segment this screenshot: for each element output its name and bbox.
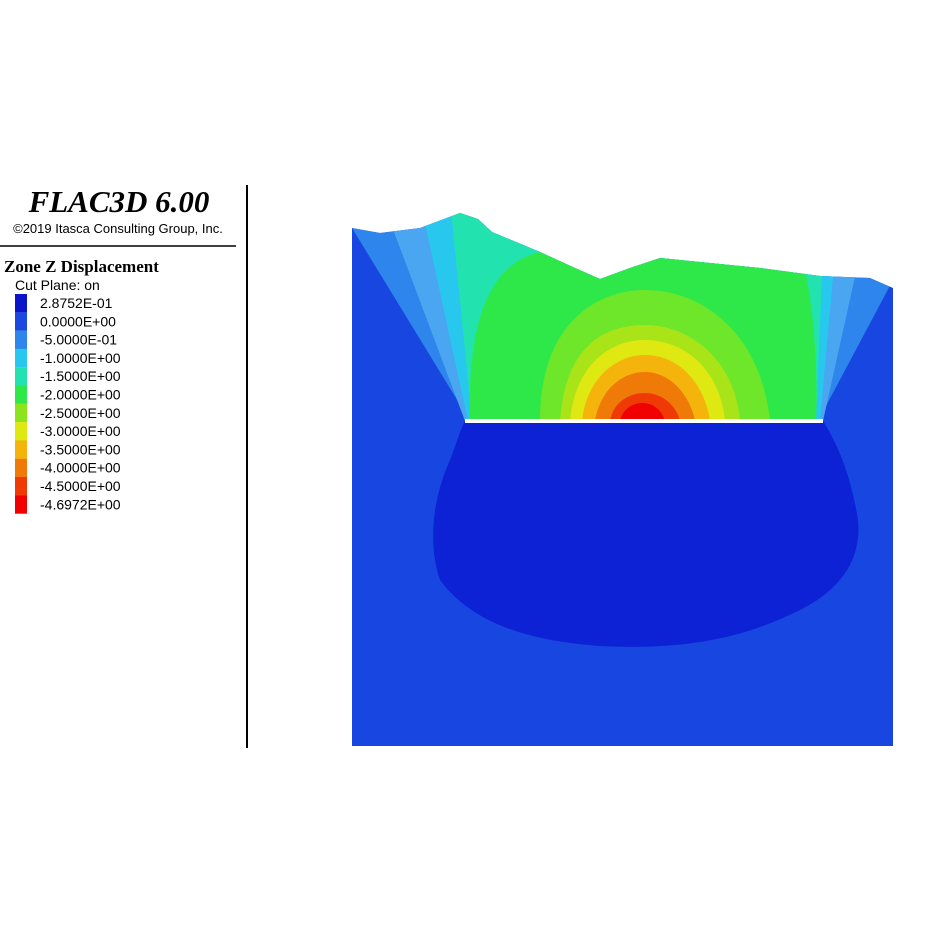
contour-plot [352, 213, 893, 746]
legend-swatch [15, 312, 27, 331]
legend-label: -4.6972E+00 [40, 496, 121, 512]
legend-swatch [15, 422, 27, 441]
legend-subtitle: Cut Plane: on [15, 277, 100, 293]
zone [433, 421, 859, 647]
app-title: FLAC3D 6.00 [28, 184, 210, 219]
legend-label: -5.0000E-01 [40, 332, 117, 348]
legend-label: -3.5000E+00 [40, 441, 121, 457]
legend-label: 0.0000E+00 [40, 313, 116, 329]
zone [620, 403, 665, 421]
legend-label: -4.0000E+00 [40, 460, 121, 476]
legend-swatch [15, 477, 27, 496]
legend-swatch [15, 367, 27, 386]
legend-swatch [15, 385, 27, 404]
legend-swatch [15, 495, 27, 514]
legend-swatch [15, 458, 27, 478]
legend-label: 2.8752E-01 [40, 295, 113, 311]
legend-label: -1.0000E+00 [40, 350, 121, 366]
legend-label: -2.5000E+00 [40, 405, 121, 421]
legend: 2.8752E-01 0.0000E+00 -5.0000E-01 -1.0000E+… [15, 294, 121, 514]
legend-label: -3.0000E+00 [40, 423, 121, 439]
legend-swatch [15, 403, 27, 423]
legend-swatch [15, 348, 27, 368]
legend-swatch [15, 440, 27, 459]
legend-label: -2.0000E+00 [40, 387, 121, 403]
copyright: ©2019 Itasca Consulting Group, Inc. [13, 221, 223, 236]
legend-swatch [15, 294, 27, 313]
legend-swatch [15, 330, 27, 349]
legend-label: -1.5000E+00 [40, 368, 121, 384]
legend-title: Zone Z Displacement [4, 257, 159, 276]
legend-label: -4.5000E+00 [40, 478, 121, 494]
